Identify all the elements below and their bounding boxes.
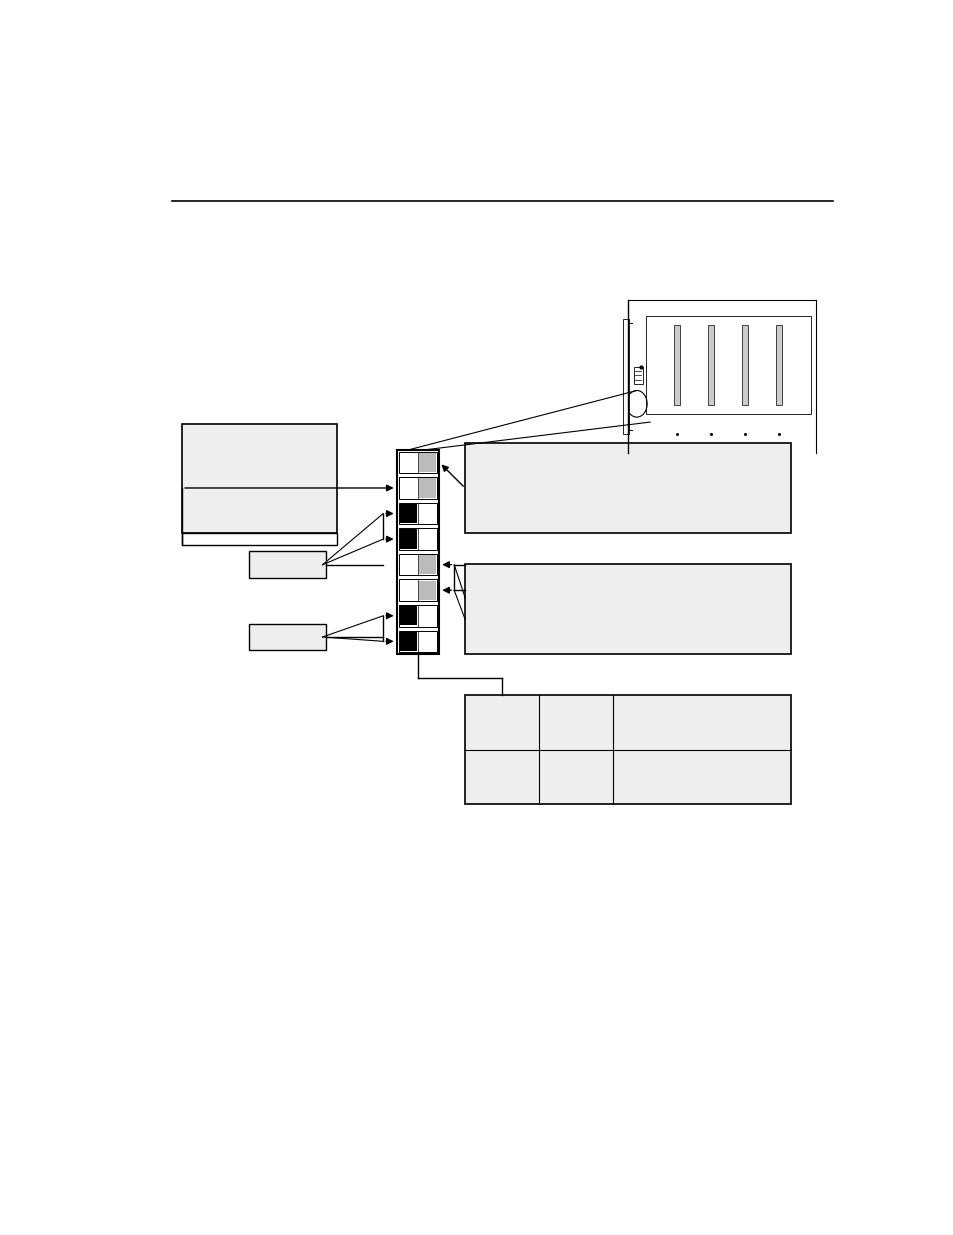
Bar	[400, 504, 416, 524]
Bar	[398, 529, 436, 550]
Bar	[398, 605, 436, 626]
Bar	[707, 326, 713, 405]
Bar	[400, 631, 416, 651]
Bar	[623, 319, 629, 435]
Bar	[396, 450, 439, 655]
Bar	[418, 555, 436, 574]
Bar	[465, 443, 790, 534]
Bar	[398, 477, 436, 499]
Bar	[398, 555, 436, 576]
Bar	[418, 478, 436, 498]
Bar	[673, 326, 679, 405]
Bar	[418, 453, 436, 472]
Bar	[249, 624, 326, 651]
Bar	[249, 551, 326, 578]
Bar	[182, 534, 337, 545]
Bar	[465, 695, 790, 804]
Bar	[465, 563, 790, 655]
Bar	[741, 326, 747, 405]
Bar	[418, 580, 436, 600]
Bar	[400, 530, 416, 548]
Bar	[398, 631, 436, 652]
Bar	[776, 326, 781, 405]
Bar	[400, 606, 416, 625]
Bar	[398, 452, 436, 473]
Bar	[633, 367, 642, 384]
Bar	[398, 579, 436, 601]
Bar	[398, 503, 436, 525]
Bar	[182, 424, 337, 534]
Bar	[645, 316, 810, 415]
